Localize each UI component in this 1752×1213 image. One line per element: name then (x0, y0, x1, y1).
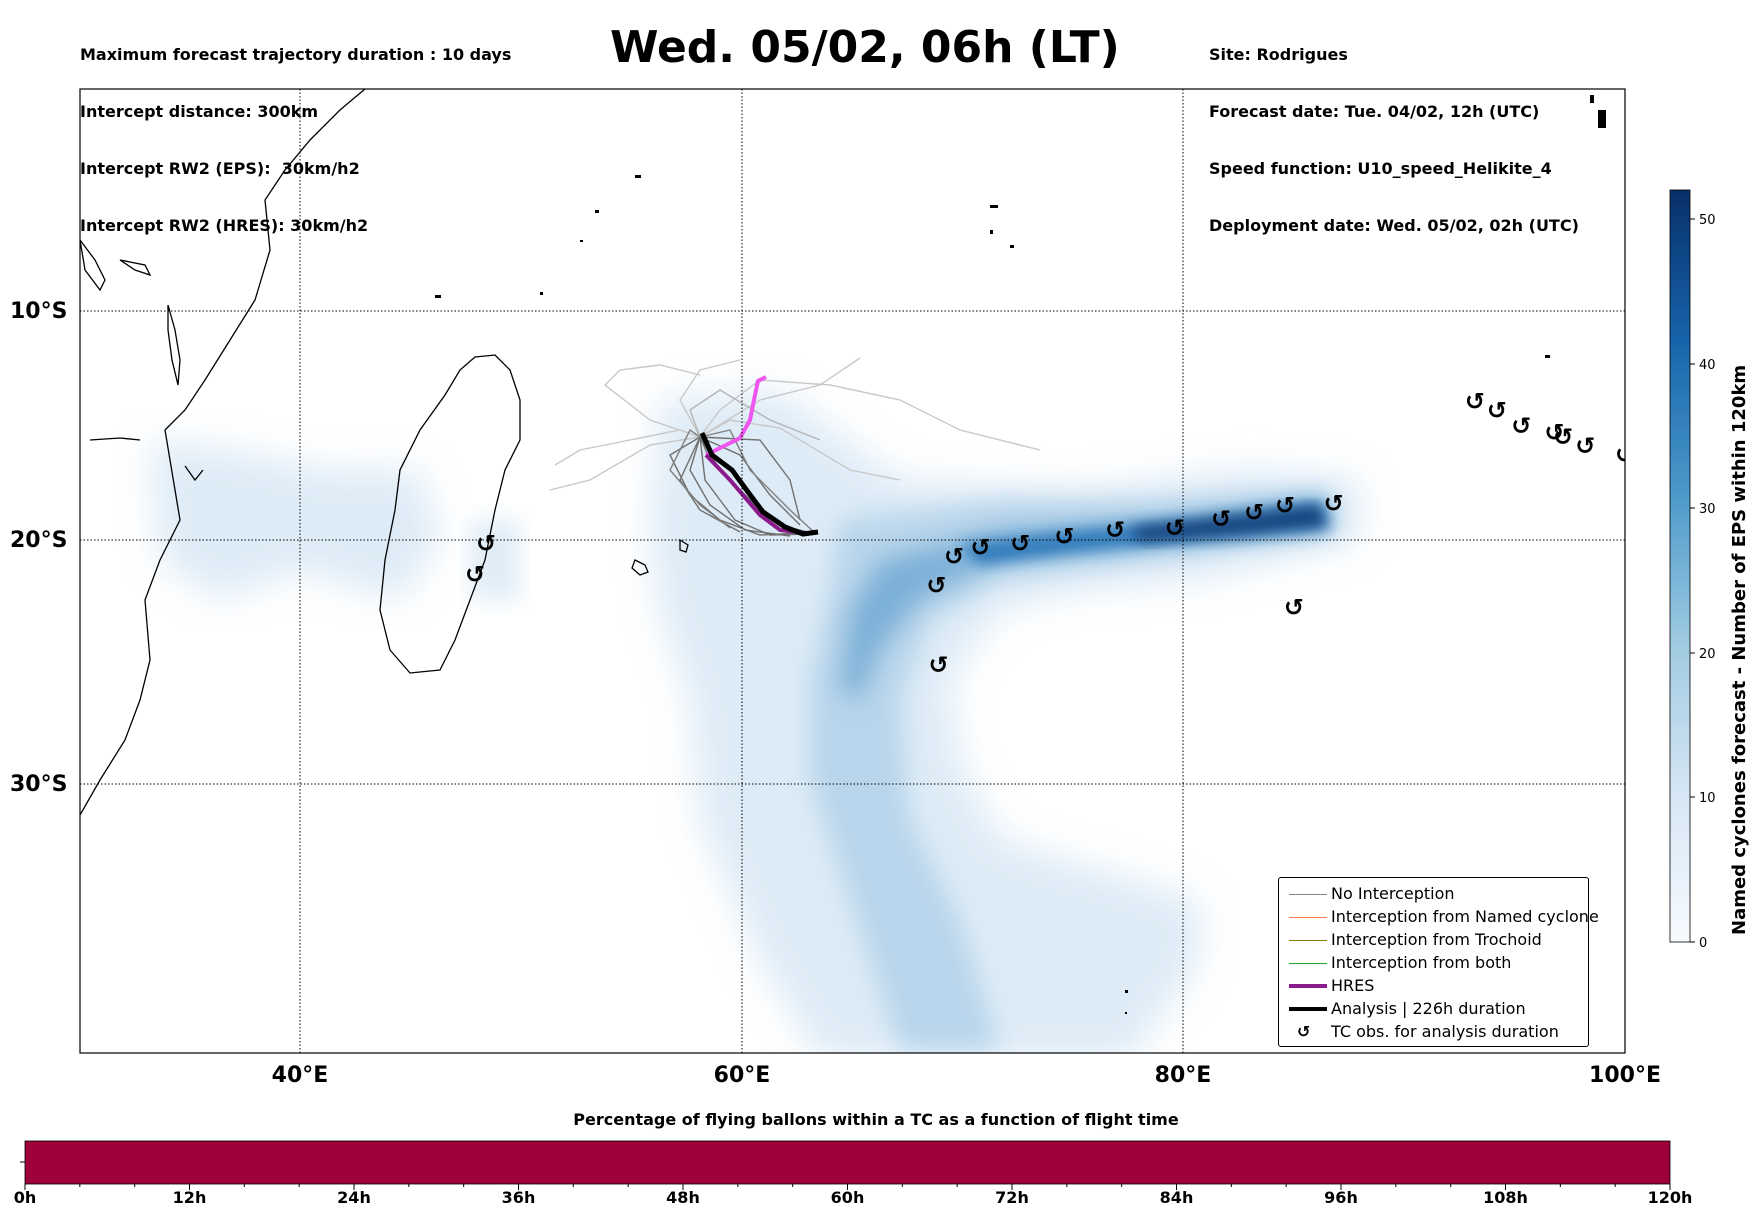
lon-label: 60°E (714, 1063, 771, 1088)
eps-density-field (150, 390, 1360, 1053)
colorbar-tick-label: 0 (1699, 936, 1707, 951)
lon-label: 40°E (272, 1063, 329, 1088)
analysis-trajectory (699, 431, 819, 537)
lon-label: 100°E (1589, 1063, 1661, 1088)
flight-time-ticks (24, 1184, 1671, 1190)
tc-obs-marker: ↺ (1511, 412, 1531, 440)
tc-obs-marker: ↺ (476, 529, 496, 557)
flight-time-tick-label: 72h (995, 1188, 1029, 1207)
legend-line-analysis (1289, 1007, 1327, 1011)
lat-label: 30°S (10, 772, 67, 797)
map-frame (79, 88, 1626, 1054)
tc-obs-marker: ↺ (970, 534, 990, 562)
tc-obs-marker: ↺ (1324, 489, 1344, 517)
legend-line-trochoid (1289, 940, 1327, 941)
header-left: Maximum forecast trajectory duration : 1… (80, 7, 511, 254)
legend-label: TC obs. for analysis duration (1331, 1022, 1559, 1041)
tc-obs-marker: ↺ (1010, 529, 1030, 557)
tc-obs-marker: ↺ (1487, 396, 1507, 424)
tc-obs-marker: ↺ (1553, 423, 1573, 451)
header-right-line: Site: Rodrigues (1209, 45, 1348, 64)
tc-obs-marker: ↺ (1211, 505, 1231, 533)
legend-entry: ↺ TC obs. for analysis duration (1279, 1021, 1588, 1043)
colorbar-tick-label: 40 (1699, 358, 1716, 373)
legend-entry: HRES (1279, 975, 1588, 997)
tc-obs-marker: ↺ (1465, 387, 1485, 415)
legend-entry: No Interception (1279, 883, 1588, 905)
flight-time-tick-label: 36h (501, 1188, 536, 1207)
tc-obs-marker: ↺ (1284, 594, 1304, 622)
tc-obs-marker: ↺ (1105, 516, 1125, 544)
colorbar-tick-label: 50 (1699, 213, 1716, 228)
tc-obs-marker: ↺ (465, 560, 485, 588)
tc-obs-marker: ↺ (1544, 418, 1564, 446)
legend-entry: Interception from Named cyclone (1279, 906, 1599, 928)
tc-obs-marker: ↺ (929, 651, 949, 679)
legend-line-no-interception (1289, 894, 1327, 895)
map-area: ↺↺ ↺↺ ↺ ↺ ↺ ↺ ↺ ↺ ↺ ↺ ↺↺ ↺↺ ↺↺ ↺ ↺↺↺ (80, 89, 1635, 1053)
flight-time-tick-label: 96h (1324, 1188, 1358, 1207)
legend-label: Interception from Trochoid (1331, 930, 1542, 949)
colorbar-tick-label: 10 (1699, 791, 1716, 806)
tc-obs-marker: ↺ (1054, 523, 1074, 551)
header-right: Site: Rodrigues Forecast date: Tue. 04/0… (1209, 7, 1579, 254)
flight-time-tick-label: 12h (172, 1188, 207, 1207)
hres-trajectory-light (705, 375, 767, 457)
lon-label: 80°E (1155, 1063, 1212, 1088)
header-left-line: Intercept distance: 300km (80, 102, 319, 121)
header-right-line: Forecast date: Tue. 04/02, 12h (UTC) (1209, 102, 1540, 121)
tc-obs-marker: ↺ (1275, 492, 1295, 520)
header-right-line: Speed function: U10_speed_Helikite_4 (1209, 159, 1552, 178)
tc-obs-marker: ↺ (1575, 432, 1595, 460)
legend-entry: Interception from both (1279, 952, 1588, 974)
header-right-line: Deployment date: Wed. 05/02, 02h (UTC) (1209, 216, 1579, 235)
tc-obs-markers: ↺↺ ↺↺ ↺ ↺ ↺ ↺ ↺ ↺ ↺ ↺ ↺↺ ↺↺ ↺↺ ↺ ↺↺↺ (465, 387, 1635, 679)
colorbar-gradient (1669, 189, 1691, 943)
flight-time-tick-label: 0h (13, 1188, 37, 1207)
header-left-line: Intercept RW2 (EPS): 30km/h2 (80, 159, 360, 178)
legend-label: Analysis | 226h duration (1331, 999, 1526, 1018)
flight-time-tick-label: 120h (1647, 1188, 1693, 1207)
flight-time-tick-label: 24h (337, 1188, 371, 1207)
lat-label: 10°S (10, 299, 67, 324)
tc-obs-marker: ↺ (1165, 514, 1185, 542)
legend-line-hres (1289, 984, 1327, 988)
coastlines (80, 89, 689, 816)
tc-obs-marker: ↺ (944, 543, 964, 571)
colorbar-ticks (1690, 218, 1695, 943)
tc-obs-marker: ↺ (1244, 498, 1264, 526)
legend-entry: Analysis | 226h duration (1279, 998, 1588, 1020)
eps-trajectories (549, 357, 1041, 537)
legend-line-named-cyclone (1289, 917, 1327, 918)
tc-obs-marker: ↺ (1615, 441, 1635, 469)
colorbar-label: Named cyclones forecast - Number of EPS … (1729, 365, 1750, 935)
legend: No Interception Interception from Named … (1278, 877, 1599, 1047)
flight-time-tick-label: 108h (1483, 1188, 1528, 1207)
lat-label: 20°S (10, 528, 67, 553)
legend-label: Interception from both (1331, 953, 1512, 972)
cyclone-marker-icon: ↺ (1297, 1022, 1311, 1041)
tc-obs-marker: ↺ (926, 571, 946, 599)
flight-time-bar-title: Percentage of flying ballons within a TC… (573, 1110, 1179, 1129)
flight-time-bar (24, 1140, 1671, 1185)
legend-label: Interception from Named cyclone (1331, 907, 1599, 926)
header-left-line: Maximum forecast trajectory duration : 1… (80, 45, 512, 64)
hres-trajectory (704, 453, 806, 535)
legend-label: No Interception (1331, 884, 1455, 903)
flight-time-tick-label: 60h (830, 1188, 865, 1207)
small-islands (435, 95, 1606, 1014)
map-title: Wed. 05/02, 06h (LT) (610, 22, 1120, 73)
colorbar-tick-label: 20 (1699, 647, 1716, 662)
legend-label: HRES (1331, 976, 1375, 995)
colorbar-tick-label: 30 (1699, 502, 1716, 517)
flight-time-tick-label: 48h (666, 1188, 700, 1207)
flight-time-tick-label: 84h (1159, 1188, 1194, 1207)
legend-line-both (1289, 963, 1327, 964)
legend-entry: Interception from Trochoid (1279, 929, 1588, 951)
